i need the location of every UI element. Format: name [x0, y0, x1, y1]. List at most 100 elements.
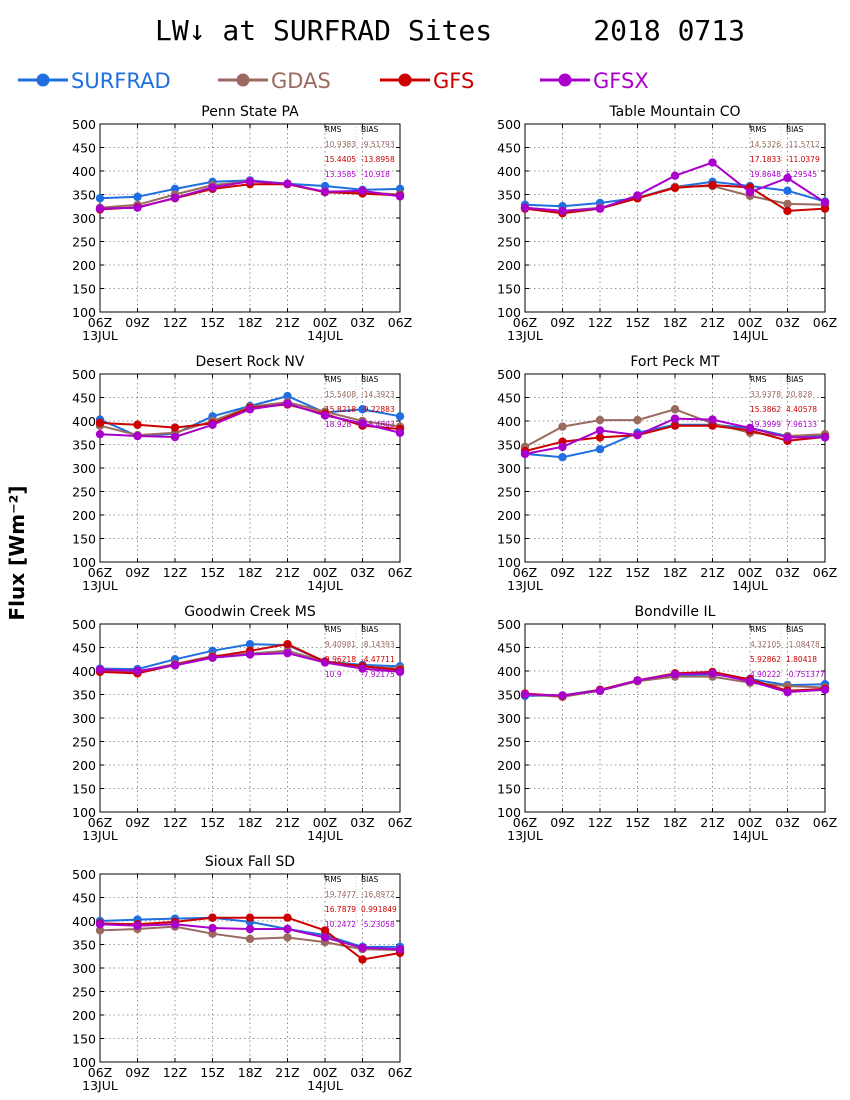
- panel-7-series-gfs-point: [283, 913, 292, 922]
- panel-6-series-gfsx-point: [708, 669, 717, 678]
- panel-1-ytick-label: 400: [72, 164, 96, 179]
- panel-7-xtick-label: 15Z: [200, 1065, 224, 1080]
- panel-4-stats-bias-header: BIAS: [786, 375, 803, 384]
- panel-4-series-gfs-point: [595, 433, 605, 442]
- legend-label-gfsx: GFSX: [593, 69, 649, 93]
- panel-7-ytick-label: 450: [72, 891, 96, 906]
- panel-4-xtick-label: 18Z: [663, 565, 687, 580]
- panel-6-stats-bias-gdas: -1.08478: [786, 640, 820, 649]
- panel-4-series-gfsx-point: [670, 414, 680, 423]
- panel-7-xtick-label: 06Z: [88, 1065, 112, 1080]
- panel-4-series-gfsx-point: [820, 433, 830, 442]
- legend-label-gdas: GDAS: [271, 69, 331, 93]
- panel-5-stats-bias-gdas: -8.14393: [361, 640, 395, 649]
- panel-1-series-gfsx-point: [170, 193, 180, 202]
- panel-4-xtick-label: 15Z: [625, 565, 649, 580]
- panel-4-title: Fort Peck MT: [630, 354, 720, 370]
- legend-marker-gfsx: [558, 73, 572, 87]
- panel-7-xtick-label: 06Z: [388, 1065, 412, 1080]
- panel-4-xtick-label: 06Z: [513, 565, 537, 580]
- panel-5-ytick-label: 350: [72, 688, 96, 703]
- panel-7-stats-bias-header: BIAS: [361, 875, 378, 884]
- panel-5-ytick-label: 100: [72, 805, 96, 820]
- panel-6-ytick-label: 450: [497, 641, 521, 656]
- panel-7-stats-bias-gfs: 0.991849: [361, 905, 397, 914]
- panel-3-title: Desert Rock NV: [196, 354, 305, 370]
- panel-7-title: Sioux Fall SD: [205, 854, 295, 870]
- panel-1-xtick-label: 21Z: [275, 315, 299, 330]
- panel-1-title: Penn State PA: [201, 104, 299, 120]
- panel-4-series-gfsx-point: [708, 415, 717, 424]
- panel-3: Desert Rock NV 100 150 200 250 300 350 400 450 50…: [72, 354, 412, 593]
- panel-3-stats-bias-gdas: -14.3923: [361, 390, 395, 399]
- panel-2-ytick-label: 250: [497, 235, 521, 250]
- panel-5-xtick-label: 03Z: [350, 815, 374, 830]
- panel-7-xtick-label: 00Z: [313, 1065, 337, 1080]
- panel-6-ytick-label: 400: [497, 664, 521, 679]
- panel-1-stats-rms-gdas: 10.9383: [325, 140, 356, 149]
- panel-6-series-gfsx-point: [745, 677, 755, 686]
- panel-2-stats-rms-gfs: 17.1833: [750, 155, 781, 164]
- panel-2-xtick-label: 09Z: [550, 315, 574, 330]
- panel-6-date-label: 13JUL: [507, 828, 543, 843]
- panel-7-ytick-label: 250: [72, 985, 96, 1000]
- panel-4-ytick-label: 250: [497, 485, 521, 500]
- panel-6-xtick-label: 18Z: [663, 815, 687, 830]
- panel-2-stats-bias-header: BIAS: [786, 125, 803, 134]
- panel-6-xtick-label: 06Z: [513, 815, 537, 830]
- panel-1-series-gfsx-point: [358, 186, 367, 195]
- panel-6-ytick-label: 200: [497, 758, 521, 773]
- panel-1-xtick-label: 00Z: [313, 315, 337, 330]
- panel-1-series-gfsx-point: [283, 179, 292, 188]
- panel-3-ytick-label: 500: [72, 367, 96, 382]
- panel-2-date-label: 13JUL: [507, 328, 543, 343]
- panel-5-series-gfsx-point: [395, 667, 405, 677]
- panel-2-series-gfs-point: [708, 180, 717, 190]
- panel-1-series-gfsx-point: [245, 177, 255, 186]
- panel-4-series-gfsx-point: [558, 442, 567, 452]
- panel-7-series-gfsx-point: [395, 945, 405, 954]
- panel-2-series-gfsx-point: [520, 203, 530, 212]
- panel-5-ytick-label: 300: [72, 711, 96, 726]
- panel-5: Goodwin Creek MS 100 150 200 250 300 350 400 450…: [72, 604, 412, 843]
- panel-4-series-gfs-point: [708, 421, 717, 430]
- legend-marker-surfrad: [36, 73, 50, 87]
- panel-3-stats-rms-gfs: 15.8218: [325, 405, 356, 414]
- panel-2-series-gfsx-point: [558, 206, 567, 216]
- panel-2-title: Table Mountain CO: [608, 104, 740, 120]
- panel-7-ytick-label: 350: [72, 938, 96, 953]
- panel-6-ytick-label: 250: [497, 735, 521, 750]
- panel-2-series-gfs-point: [783, 206, 792, 216]
- panel-2-series-gfsx-point: [745, 187, 755, 197]
- panel-2-series-surfrad-point: [783, 186, 792, 195]
- panel-6-xtick-label: 12Z: [588, 815, 612, 830]
- panel-7-series-gfsx-point: [95, 920, 105, 929]
- panel-5-ytick-label: 250: [72, 735, 96, 750]
- panel-3-xtick-label: 21Z: [275, 565, 299, 580]
- panel-7-ytick-label: 400: [72, 914, 96, 929]
- panel-6-stats-bias-header: BIAS: [786, 625, 803, 634]
- panel-5-series-gfs-point: [283, 640, 292, 649]
- panel-1-ytick-label: 350: [72, 188, 96, 203]
- panel-3-series-gfsx-point: [133, 431, 142, 441]
- panel-5-xtick-label: 06Z: [88, 815, 112, 830]
- panel-5-ytick-label: 400: [72, 664, 96, 679]
- panel-4-series-gfsx-point: [783, 433, 792, 442]
- panel-2-stats-bias-gfs: -11.0379: [786, 155, 820, 164]
- panel-5-ytick-label: 450: [72, 641, 96, 656]
- panel-4-series-gfs-point: [670, 421, 680, 430]
- panel-3-series-gfsx-point: [170, 432, 180, 442]
- panel-7-ytick-label: 200: [72, 1008, 96, 1023]
- panel-4-series-gdas-point: [558, 422, 567, 431]
- panel-6-xtick-label: 15Z: [625, 815, 649, 830]
- panel-3-series-gfsx-point: [358, 419, 367, 428]
- panel-6-stats-rms-gfs: 5.92862: [750, 655, 781, 664]
- panel-1-ytick-label: 450: [72, 141, 96, 156]
- panel-2-xtick-label: 15Z: [625, 315, 649, 330]
- panel-6-stats-rms-gfsx: 4.90222: [750, 670, 781, 679]
- panel-4-ytick-label: 400: [497, 414, 521, 429]
- panel-3-xtick-label: 09Z: [125, 565, 149, 580]
- panel-2-xtick-label: 18Z: [663, 315, 687, 330]
- panel-7-date-label: 14JUL: [307, 1078, 343, 1093]
